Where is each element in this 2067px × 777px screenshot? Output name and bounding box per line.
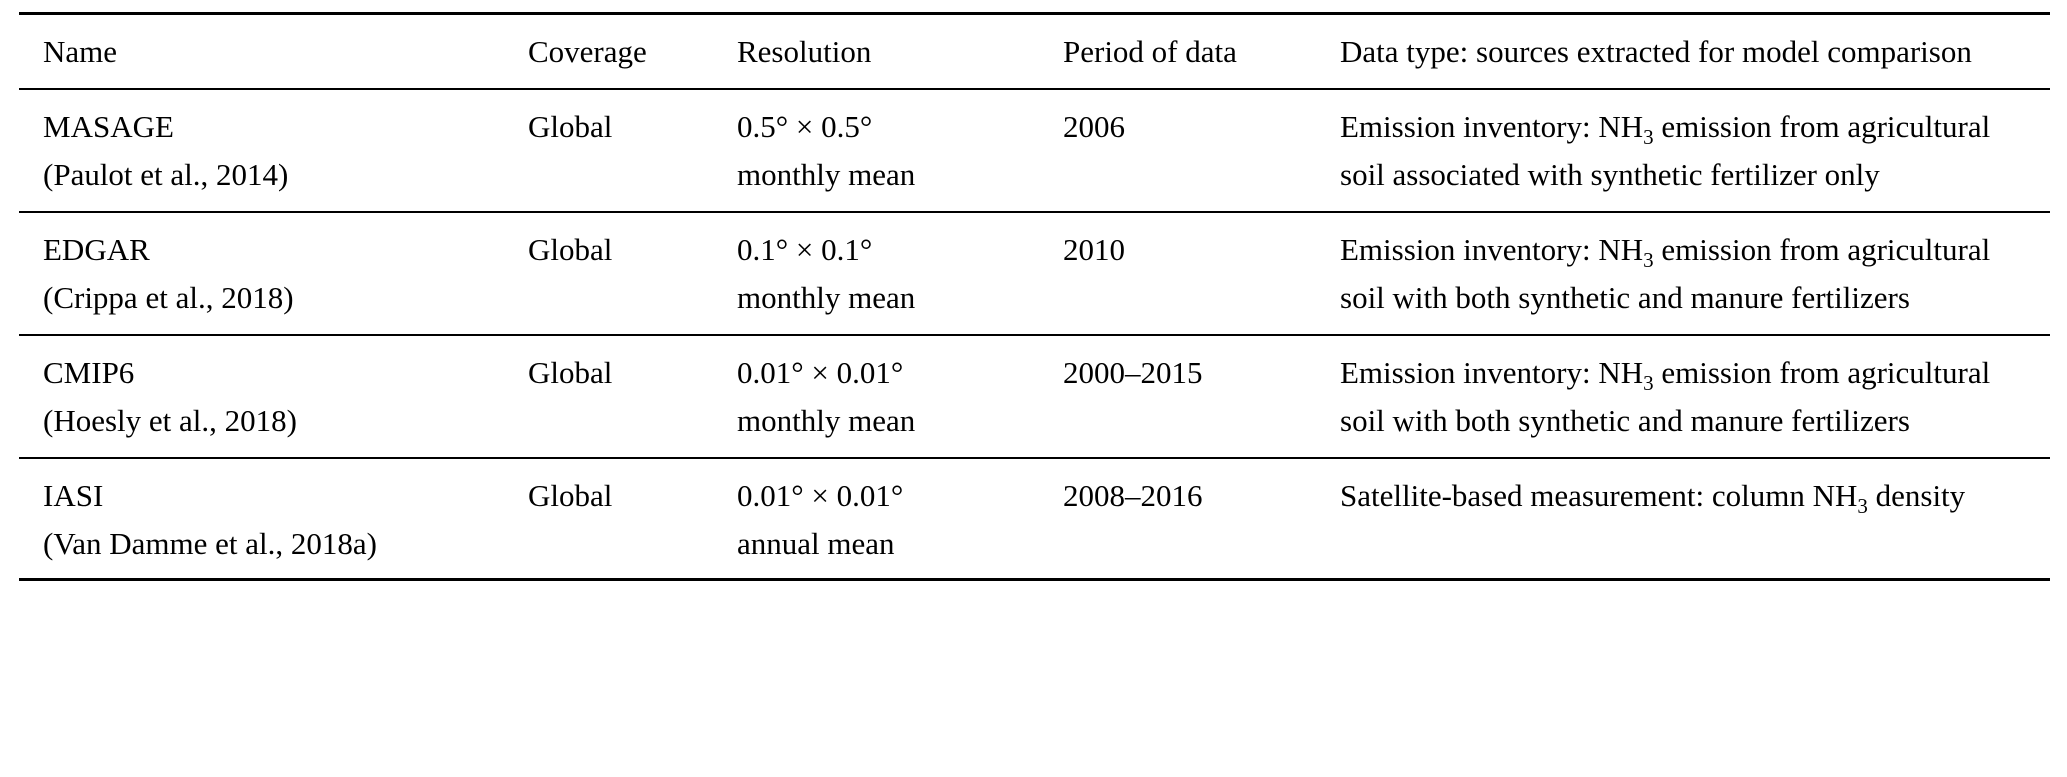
datatype-text: Emission inventory: NH <box>1340 109 1644 144</box>
source-name: MASAGE <box>43 109 174 144</box>
data-sources-table: Name Coverage Resolution Period of data … <box>19 12 2050 581</box>
chemical-subscript: 3 <box>1643 371 1654 396</box>
period-cell: 2006 <box>1063 89 1340 213</box>
datatype-cell: Emission inventory: NH3 emission from ag… <box>1340 212 2050 336</box>
table-row-edgar: EDGAR (Crippa et al., 2018) Global 0.1° … <box>19 212 2050 336</box>
chemical-subscript: 3 <box>1643 248 1654 273</box>
datatype-text: Emission inventory: NH <box>1340 232 1644 267</box>
coverage-cell: Global <box>528 89 737 213</box>
datatype-text: Satellite-based measurement: column NH <box>1340 478 1858 513</box>
datatype-text: Emission inventory: NH <box>1340 355 1644 390</box>
source-name: CMIP6 <box>43 355 135 390</box>
resolution-cell: 0.01° × 0.01° monthly mean <box>737 335 1063 459</box>
column-header-name: Name <box>19 13 528 90</box>
source-citation: (Hoesly et al., 2018) <box>43 403 297 438</box>
name-cell: CMIP6 (Hoesly et al., 2018) <box>19 335 528 459</box>
source-citation: (Crippa et al., 2018) <box>43 280 294 315</box>
period-cell: 2000–2015 <box>1063 335 1340 459</box>
resolution-frequency: monthly mean <box>737 157 916 192</box>
resolution-cell: 0.1° × 0.1° monthly mean <box>737 212 1063 336</box>
datatype-cell: Emission inventory: NH3 emission from ag… <box>1340 89 2050 213</box>
column-header-coverage: Coverage <box>528 13 737 90</box>
resolution-cell: 0.5° × 0.5° monthly mean <box>737 89 1063 213</box>
datatype-cell: Satellite-based measurement: column NH3 … <box>1340 458 2050 580</box>
table-row-iasi: IASI (Van Damme et al., 2018a) Global 0.… <box>19 458 2050 580</box>
source-citation: (Paulot et al., 2014) <box>43 157 289 192</box>
coverage-cell: Global <box>528 212 737 336</box>
period-cell: 2008–2016 <box>1063 478 1203 513</box>
chemical-subscript: 3 <box>1643 125 1654 150</box>
resolution-frequency: annual mean <box>737 526 895 561</box>
datatype-text: emission from agricultural soil with bot… <box>1340 232 1991 315</box>
chemical-subscript: 3 <box>1857 494 1868 519</box>
datatype-text: density <box>1867 478 1966 513</box>
table-header: Name Coverage Resolution Period of data … <box>19 13 2050 90</box>
resolution-cell: 0.01° × 0.01° annual mean <box>737 458 1063 580</box>
coverage-cell: Global <box>528 335 737 459</box>
name-cell: EDGAR (Crippa et al., 2018) <box>19 212 528 336</box>
name-cell: IASI (Van Damme et al., 2018a) <box>19 458 528 580</box>
source-name: IASI <box>43 478 104 513</box>
datatype-text: emission from agricultural soil associat… <box>1340 109 1991 192</box>
source-name: EDGAR <box>43 232 150 267</box>
source-citation: (Van Damme et al., 2018a) <box>43 526 377 561</box>
datatype-text: emission from agricultural soil with bot… <box>1340 355 1991 438</box>
resolution-grid: 0.01° × 0.01° <box>737 355 904 390</box>
column-header-resolution: Resolution <box>737 13 1063 90</box>
table-body: MASAGE (Paulot et al., 2014) Global 0.5°… <box>19 89 2050 580</box>
resolution-frequency: monthly mean <box>737 280 916 315</box>
column-header-datatype: Data type: sources extracted for model c… <box>1340 13 2050 90</box>
header-row: Name Coverage Resolution Period of data … <box>19 13 2050 90</box>
resolution-grid: 0.1° × 0.1° <box>737 232 873 267</box>
resolution-grid: 0.01° × 0.01° <box>737 478 904 513</box>
coverage-cell: Global <box>528 478 613 513</box>
column-header-period: Period of data <box>1063 13 1340 90</box>
name-cell: MASAGE (Paulot et al., 2014) <box>19 89 528 213</box>
resolution-grid: 0.5° × 0.5° <box>737 109 873 144</box>
resolution-frequency: monthly mean <box>737 403 916 438</box>
table-row-masage: MASAGE (Paulot et al., 2014) Global 0.5°… <box>19 89 2050 213</box>
period-cell: 2010 <box>1063 212 1340 336</box>
table-row-cmip6: CMIP6 (Hoesly et al., 2018) Global 0.01°… <box>19 335 2050 459</box>
datatype-cell: Emission inventory: NH3 emission from ag… <box>1340 335 2050 459</box>
